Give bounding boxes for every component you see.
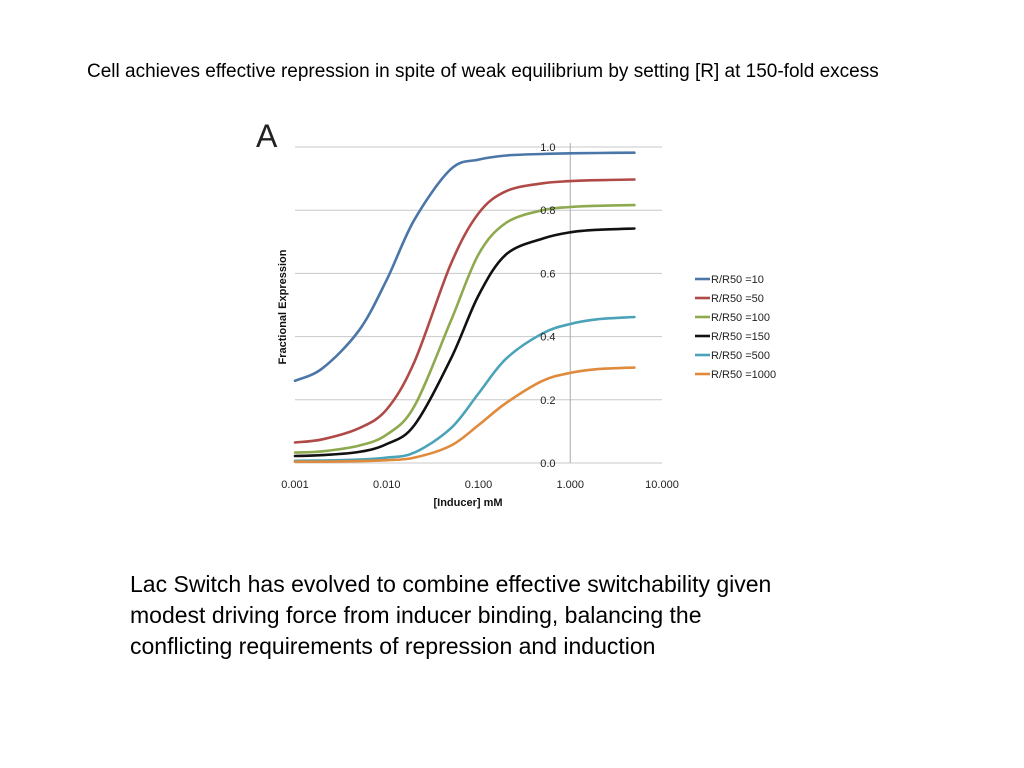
y-tick-label: 0.4 xyxy=(540,332,555,344)
x-tick-label: 10.000 xyxy=(645,479,679,491)
y-tick-label: 0.6 xyxy=(540,268,555,280)
slide-title: Cell achieves effective repression in sp… xyxy=(87,61,879,82)
series-line-2 xyxy=(293,178,636,444)
legend-label: R/R50 =1000 xyxy=(711,369,776,381)
x-tick-label: 0.001 xyxy=(281,479,309,491)
series-line-5 xyxy=(293,315,636,463)
panel-label: A xyxy=(256,118,278,154)
chart: A 0.0 0.2 0.4 0.6 0.8 1.0 0.001 0.010 0.100 1.00… xyxy=(256,118,776,509)
y-tick-label: 0.0 xyxy=(540,458,555,470)
series-line-4 xyxy=(293,227,636,458)
y-tick-labels: 0.0 0.2 0.4 0.6 0.8 1.0 xyxy=(540,142,555,470)
x-axis-title: [Inducer] mM xyxy=(433,497,502,509)
y-tick-label: 0.8 xyxy=(540,205,555,217)
legend-label: R/R50 =150 xyxy=(711,331,770,343)
legend-label: R/R50 =500 xyxy=(711,350,770,362)
body-text: Lac Switch has evolved to combine effect… xyxy=(130,571,772,659)
x-tick-label: 0.010 xyxy=(373,479,401,491)
series-line-6 xyxy=(293,366,636,464)
legend-label: R/R50 =10 xyxy=(711,274,764,286)
legend-label: R/R50 =50 xyxy=(711,293,764,305)
legend-label: R/R50 =100 xyxy=(711,312,770,324)
y-axis-title: Fractional Expression xyxy=(277,249,289,364)
x-tick-labels: 0.001 0.010 0.100 1.000 10.000 xyxy=(281,479,679,491)
series-line-1 xyxy=(293,151,636,383)
grid-lines xyxy=(295,146,662,464)
x-tick-label: 0.100 xyxy=(465,479,493,491)
y-tick-label: 1.0 xyxy=(540,142,555,154)
y-tick-label: 0.2 xyxy=(540,395,555,407)
x-tick-label: 1.000 xyxy=(556,479,584,491)
series-line-3 xyxy=(293,203,636,454)
series-layer xyxy=(293,151,636,464)
legend: R/R50 =10 R/R50 =50 R/R50 =100 R/R50 =150 R/… xyxy=(695,274,776,381)
